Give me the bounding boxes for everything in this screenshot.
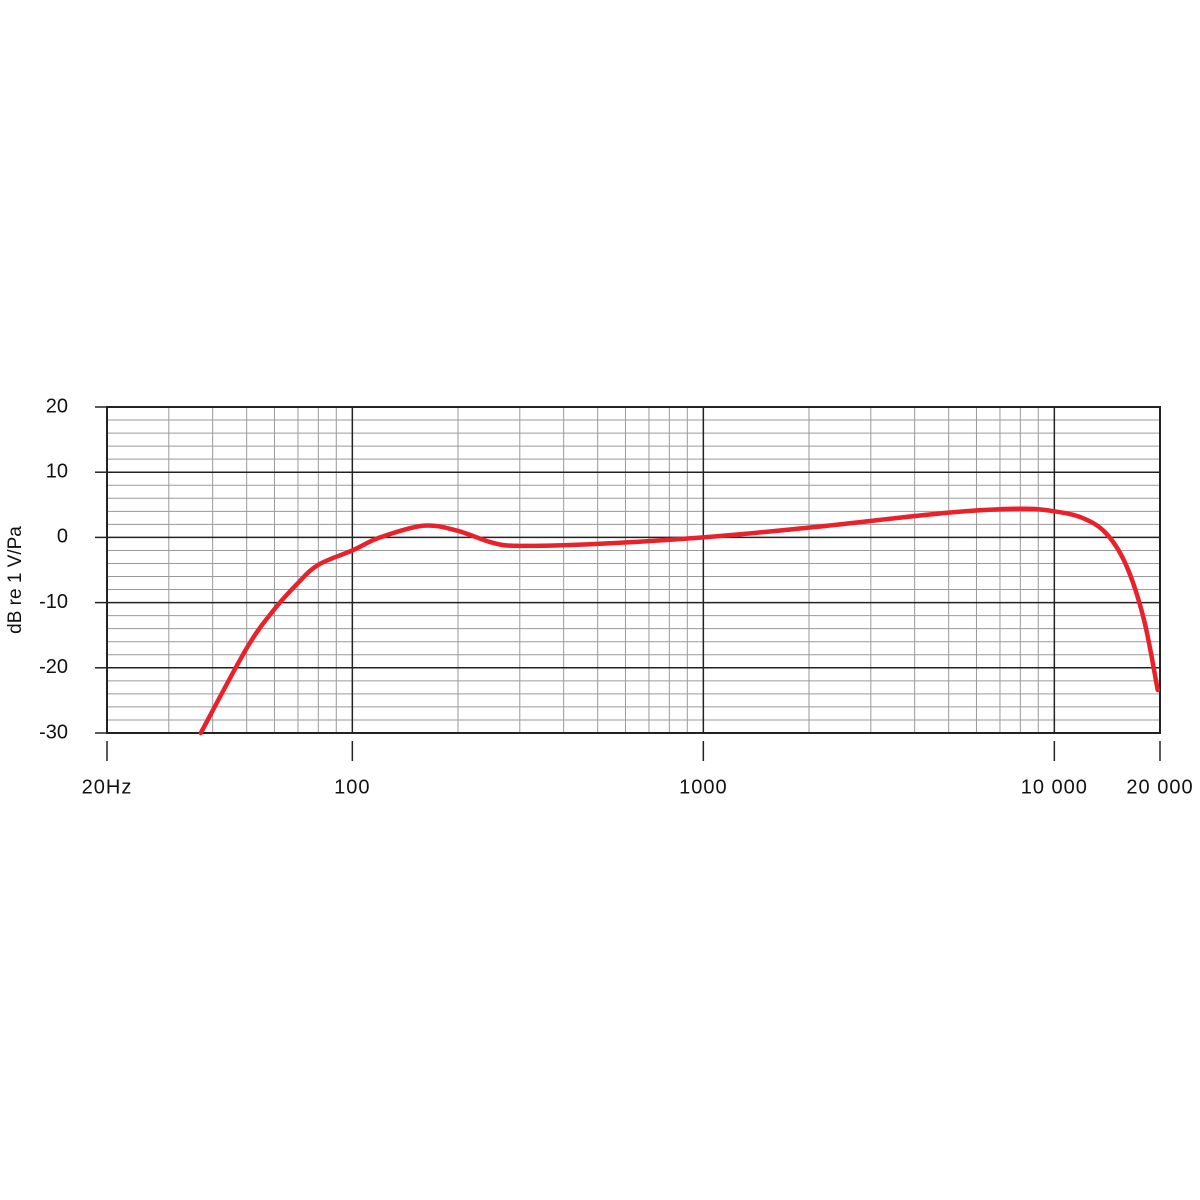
y-tick-label: -20 xyxy=(39,656,68,678)
y-tick-label: -10 xyxy=(39,591,68,613)
y-tick-label: 20 xyxy=(46,395,68,417)
plot-frame xyxy=(106,406,1161,734)
response-curve xyxy=(198,506,1160,736)
y-tick-label: 0 xyxy=(57,526,68,548)
y-tick-label: 10 xyxy=(46,460,68,482)
x-tick-label: 20Hz xyxy=(82,776,133,798)
y-tick-label: -30 xyxy=(39,721,68,743)
x-tick-label: 100 xyxy=(334,776,370,798)
y-axis-label: dB re 1 V/Pa xyxy=(5,526,26,634)
x-tick-label: 20 000 xyxy=(1126,776,1193,798)
x-tick-label: 1000 xyxy=(679,776,728,798)
x-tick-label: 10 000 xyxy=(1021,776,1088,798)
